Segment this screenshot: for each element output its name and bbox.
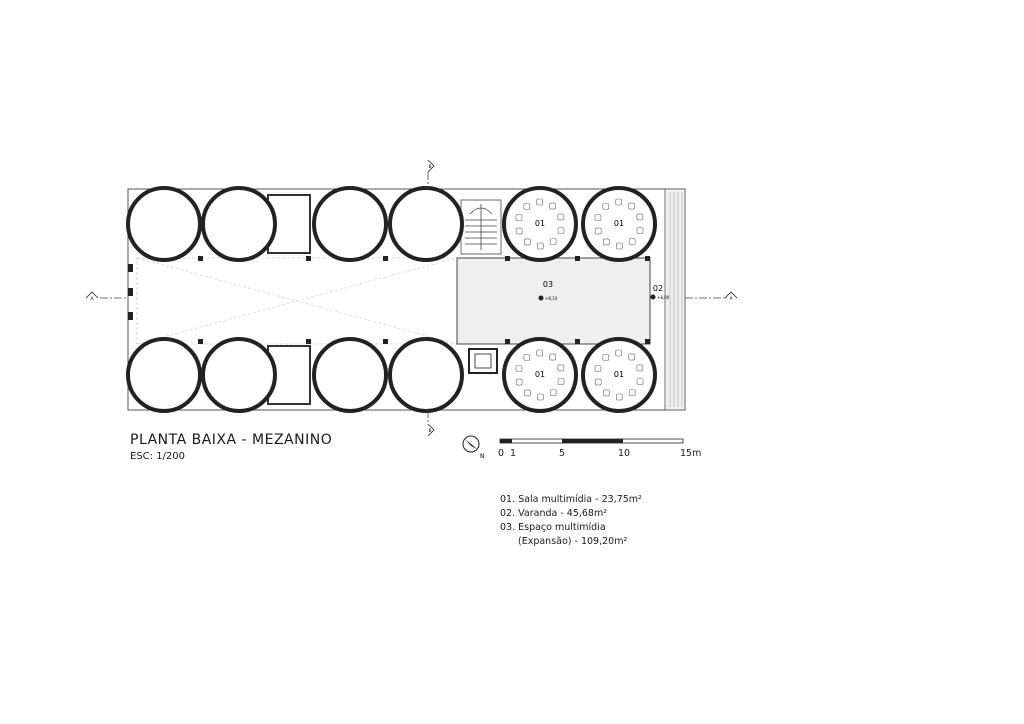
stair	[460, 199, 502, 255]
chair	[628, 238, 636, 245]
chair	[523, 354, 531, 361]
chair	[615, 349, 622, 357]
cylinder	[581, 186, 657, 262]
chair	[557, 227, 565, 234]
level-marker-icon	[538, 295, 544, 301]
chair	[615, 198, 622, 206]
room-label-02: 02	[653, 284, 663, 293]
level-marker-icon	[650, 294, 656, 300]
cylinder	[502, 186, 578, 262]
chair	[524, 389, 531, 397]
chair	[628, 353, 635, 361]
drawing-scale: ESC: 1/200	[130, 451, 186, 462]
scale-label-15: 15m	[680, 448, 702, 459]
elevator	[468, 348, 498, 374]
north-label: N	[480, 453, 485, 460]
chair	[603, 389, 610, 397]
room-label-01: 01	[614, 370, 624, 379]
void-diagonal	[136, 257, 458, 345]
cylinder	[502, 337, 578, 413]
cylinder	[312, 186, 388, 262]
north-arrow-icon	[462, 435, 480, 453]
chair	[557, 378, 565, 385]
legend: 01. Sala multimídia - 23,75m² 02. Varand…	[500, 493, 642, 549]
cylinder	[126, 186, 202, 262]
scale-label-10: 10	[618, 448, 631, 459]
section-a-label: A	[90, 296, 94, 302]
chair	[594, 214, 602, 221]
cylinder	[312, 337, 388, 413]
chair	[636, 213, 644, 221]
section-a-label: A	[729, 296, 733, 302]
legend-item-03: 03. Espaço multimídia	[500, 522, 606, 533]
varanda-railing	[669, 192, 683, 407]
chair	[523, 203, 531, 210]
drawing-title: PLANTA BAIXA - MEZANINO	[130, 432, 333, 448]
cylinder-row-bottom	[126, 337, 657, 413]
cylinder	[201, 186, 277, 262]
cylinder	[126, 337, 202, 413]
chair	[515, 365, 523, 372]
chair	[616, 242, 623, 250]
scale-bar	[499, 438, 684, 444]
columns	[128, 256, 650, 344]
chair	[549, 202, 556, 210]
scale-label-1: 1	[510, 448, 517, 459]
chair	[536, 198, 543, 206]
chair	[636, 227, 644, 234]
chair	[515, 214, 523, 221]
chair	[515, 227, 523, 235]
chair	[537, 393, 544, 401]
chair	[549, 238, 557, 245]
cylinder-row-top	[126, 186, 657, 262]
chair	[636, 378, 644, 385]
level-03: +8,10	[545, 296, 558, 301]
cylinder	[201, 337, 277, 413]
chair	[549, 353, 556, 361]
legend-item-03-continued: (Expansão) - 109,20m²	[518, 536, 628, 547]
chair	[628, 202, 635, 210]
chair	[616, 393, 623, 401]
room-label-01: 01	[535, 219, 545, 228]
chair	[636, 364, 644, 372]
chair	[524, 238, 531, 246]
cylinder	[388, 186, 464, 262]
cylinder	[388, 337, 464, 413]
chair	[557, 364, 565, 372]
sala-furniture	[515, 198, 644, 401]
section-a-marker-icon	[85, 291, 738, 299]
legend-item-02: 02. Varanda - 45,68m²	[500, 508, 608, 519]
chair	[602, 354, 610, 361]
chair	[536, 349, 543, 357]
section-b-label: B	[428, 428, 431, 434]
room-label-01: 01	[614, 219, 624, 228]
legend-item-01: 01. Sala multimídia - 23,75m²	[500, 494, 642, 505]
section-b-marker-icon	[427, 159, 435, 437]
chair	[602, 203, 610, 210]
section-b-label: B	[428, 164, 431, 170]
chair	[557, 213, 565, 221]
scale-label-0: 0	[498, 448, 505, 459]
chair	[537, 242, 544, 250]
chair	[594, 378, 602, 386]
chair	[594, 227, 602, 235]
chair	[603, 238, 610, 246]
chair	[515, 378, 523, 386]
scale-label-5: 5	[559, 448, 566, 459]
chair	[594, 365, 602, 372]
chair	[628, 389, 636, 396]
level-02: +8,00	[657, 295, 670, 300]
room-label-01: 01	[535, 370, 545, 379]
cylinder	[581, 337, 657, 413]
chair	[549, 389, 557, 396]
espaco-multimidia-area	[456, 257, 651, 345]
room-label-03: 03	[543, 280, 553, 289]
